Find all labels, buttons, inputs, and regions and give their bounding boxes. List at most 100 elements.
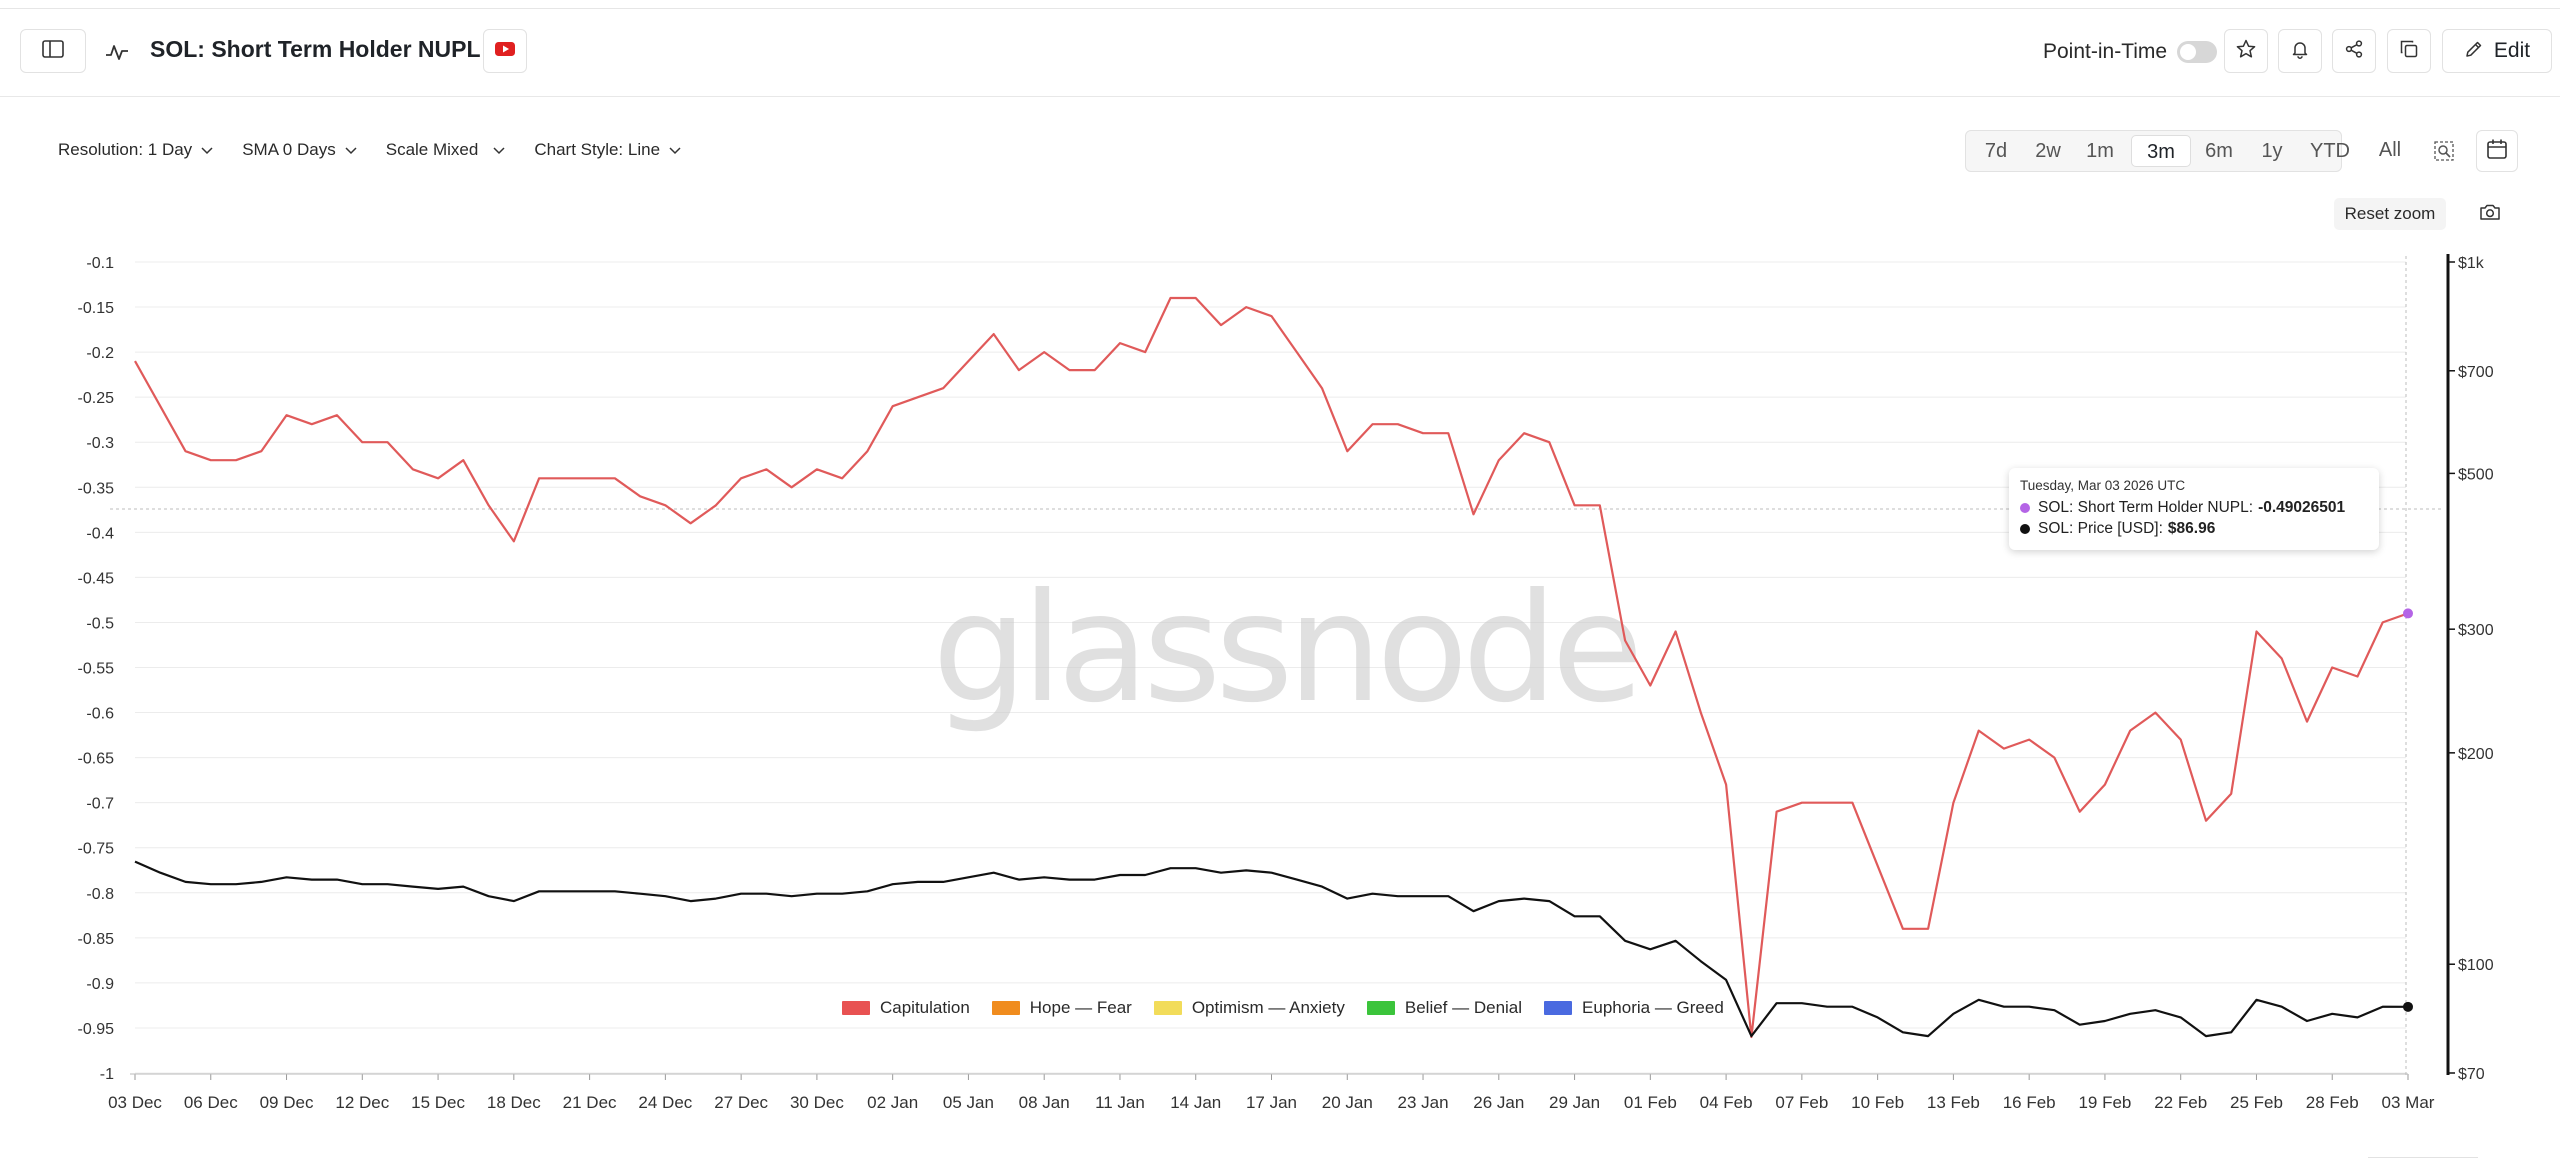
nupl-series-line — [134, 296, 2409, 1039]
gridlines — [135, 261, 2406, 1074]
range-3m[interactable]: 3m — [2131, 135, 2191, 167]
bell-icon — [2290, 39, 2310, 64]
legend-label: Euphoria — Greed — [1582, 998, 1724, 1017]
sma-label: SMA 0 Days — [242, 140, 336, 159]
right-axis-tick-label: $70 — [2458, 1066, 2485, 1083]
tooltip-price-value: $86.96 — [2167, 520, 2216, 537]
share-button[interactable] — [2332, 29, 2376, 73]
range-1y[interactable]: 1y — [2261, 140, 2283, 162]
x-axis-tick-label: 28 Feb — [2306, 1093, 2359, 1112]
left-axis-tick-label: -0.55 — [78, 661, 115, 678]
chevron-down-icon — [200, 140, 214, 160]
x-axis-tick-label: 21 Dec — [563, 1093, 617, 1112]
left-axis-tick-label: -0.85 — [78, 931, 115, 948]
chevron-down-icon — [344, 140, 358, 160]
date-picker-button[interactable] — [2476, 130, 2518, 172]
x-axis-tick-label: 23 Jan — [1398, 1093, 1449, 1112]
x-axis-tick-label: 14 Jan — [1170, 1093, 1221, 1112]
x-axis-tick-label: 11 Jan — [1095, 1093, 1145, 1112]
reset-zoom-button[interactable]: Reset zoom — [2334, 198, 2446, 230]
youtube-icon — [495, 41, 515, 61]
left-axis-tick-label: -0.5 — [86, 615, 114, 632]
tooltip-price-label: SOL: Price [USD]: — [2038, 520, 2163, 537]
x-axis-tick-label: 24 Dec — [638, 1093, 692, 1112]
range-ytd[interactable]: YTD — [2310, 140, 2350, 162]
camera-icon — [2479, 203, 2501, 226]
range-6m[interactable]: 6m — [2205, 140, 2233, 162]
price-hover-marker — [2403, 1001, 2413, 1012]
legend-label: Hope — Fear — [1029, 998, 1132, 1017]
bottom-divider — [2368, 1157, 2478, 1164]
right-axis-tick-label: $300 — [2458, 622, 2494, 639]
x-axis-tick-label: 03 Mar — [2382, 1093, 2435, 1112]
screenshot-button[interactable] — [2474, 200, 2506, 228]
scale-dropdown[interactable]: Scale Mixed — [386, 140, 507, 160]
x-axis-tick-label: 30 Dec — [790, 1093, 844, 1112]
duplicate-button[interactable] — [2387, 29, 2431, 73]
range-2w[interactable]: 2w — [2035, 140, 2061, 162]
x-axis-tick-label: 17 Jan — [1246, 1093, 1297, 1112]
series-layer — [134, 296, 2413, 1039]
chevron-down-icon — [492, 140, 506, 160]
nupl-dot-icon — [2020, 503, 2030, 513]
x-axis-tick-label: 25 Feb — [2230, 1093, 2283, 1112]
edit-button[interactable]: Edit — [2442, 29, 2552, 73]
legend-item-hope-fear[interactable]: Hope — Fear — [991, 998, 1132, 1018]
x-axis: 03 Dec 06 Dec 09 Dec 12 Dec 15 Dec 18 Dec 21 D… — [108, 1073, 2435, 1112]
share-icon — [2344, 39, 2364, 64]
left-axis-tick-label: -0.7 — [86, 796, 114, 813]
chart-style-label: Chart Style: Line — [534, 140, 661, 159]
legend-item-euphoria-greed[interactable]: Euphoria — Greed — [1544, 998, 1724, 1018]
x-axis-tick-label: 08 Jan — [1019, 1093, 1070, 1112]
page-title: SOL: Short Term Holder NUPL — [150, 36, 481, 62]
tooltip-row-nupl: SOL: Short Term Holder NUPL: -0.49026501 — [2020, 499, 2368, 517]
left-axis-tick-label: -0.8 — [86, 886, 114, 903]
right-y-axis: $1k $700 $500 $300 $200 $100 $70 — [2449, 255, 2494, 1083]
chart-tooltip: Tuesday, Mar 03 2026 UTC SOL: Short Term… — [2009, 468, 2379, 550]
x-axis-tick-label: 05 Jan — [943, 1093, 994, 1112]
scale-label: Scale Mixed — [385, 140, 479, 159]
alert-button[interactable] — [2278, 29, 2322, 73]
calendar-icon — [2486, 138, 2508, 165]
favorite-button[interactable] — [2224, 29, 2268, 73]
date-range-selector: 7d 2w 1m 3m 6m 1y YTD — [1965, 130, 2350, 172]
left-axis-tick-label: -0.2 — [86, 345, 114, 362]
video-button[interactable] — [483, 29, 527, 73]
range-7d[interactable]: 7d — [1984, 140, 2008, 162]
chart-legend: Capitulation Hope — Fear Optimism — Anxi… — [842, 998, 1746, 1018]
x-axis-tick-label: 02 Jan — [867, 1093, 918, 1112]
toggle-knob — [2180, 44, 2196, 60]
x-axis-tick-label: 13 Feb — [1927, 1093, 1980, 1112]
left-axis-tick-label: -0.45 — [78, 570, 115, 587]
sma-dropdown[interactable]: SMA 0 Days — [242, 140, 358, 160]
nupl-hover-marker — [2403, 608, 2413, 619]
legend-item-optimism-anxiety[interactable]: Optimism — Anxiety — [1153, 998, 1345, 1018]
point-in-time-label: Point-in-Time — [2043, 40, 2168, 63]
resolution-label: Resolution: 1 Day — [58, 140, 193, 159]
range-all[interactable]: All — [2378, 139, 2402, 161]
x-axis-tick-label: 22 Feb — [2154, 1093, 2207, 1112]
right-axis-tick-label: $700 — [2458, 364, 2494, 381]
x-axis-tick-label: 04 Feb — [1700, 1093, 1753, 1112]
metric-icon — [104, 41, 130, 68]
x-axis-tick-label: 19 Feb — [2078, 1093, 2131, 1112]
x-axis-tick-label: 18 Dec — [487, 1093, 541, 1112]
legend-swatch — [991, 1001, 1020, 1015]
legend-label: Optimism — Anxiety — [1191, 998, 1345, 1017]
legend-item-capitulation[interactable]: Capitulation — [842, 998, 970, 1018]
sidebar-toggle-button[interactable] — [20, 29, 86, 73]
top-divider — [0, 0, 2560, 9]
point-in-time-toggle[interactable] — [2177, 41, 2217, 63]
x-axis-tick-label: 10 Feb — [1851, 1093, 1904, 1112]
zoom-select-icon[interactable] — [2434, 141, 2454, 166]
left-axis-tick-label: -0.25 — [78, 390, 115, 407]
right-axis-tick-label: $100 — [2458, 957, 2494, 974]
legend-item-belief-denial[interactable]: Belief — Denial — [1366, 998, 1522, 1018]
resolution-dropdown[interactable]: Resolution: 1 Day — [58, 140, 214, 160]
chart-style-dropdown[interactable]: Chart Style: Line — [534, 140, 682, 160]
chevron-down-icon — [668, 140, 682, 160]
range-1m[interactable]: 1m — [2086, 140, 2114, 162]
right-axis-tick-label: $200 — [2458, 746, 2494, 763]
left-y-axis: -0.1 -0.15 -0.2 -0.25 -0.3 -0.35 -0.4 -0.45 -0.5… — [78, 255, 115, 1083]
